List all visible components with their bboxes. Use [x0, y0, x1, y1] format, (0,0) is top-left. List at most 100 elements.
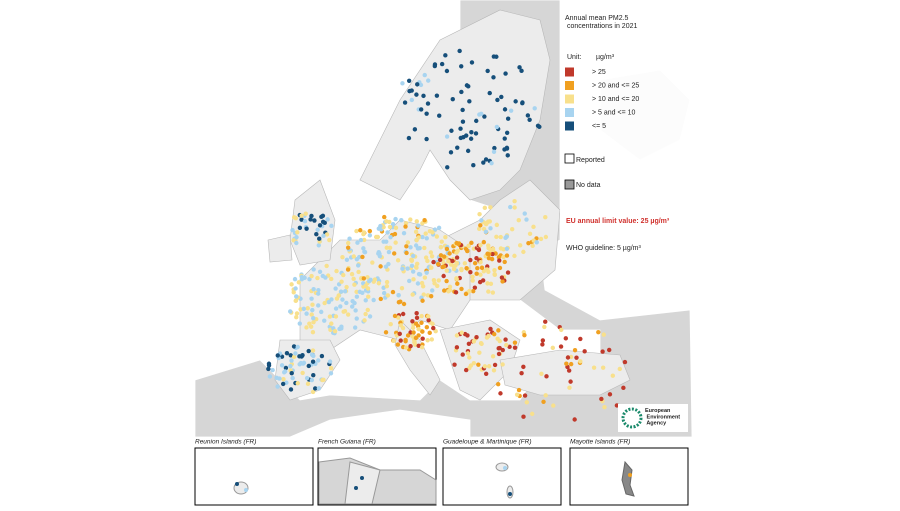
station-dot [446, 259, 451, 264]
station-dot [433, 328, 438, 334]
station-dot [454, 240, 459, 246]
station-dot [467, 355, 472, 360]
station-dot [294, 235, 299, 240]
station-dot [381, 285, 386, 290]
station-dot [436, 225, 442, 231]
station-dot [300, 353, 305, 358]
station-dot [266, 363, 272, 368]
station-dot [600, 349, 605, 354]
station-dot [421, 93, 426, 99]
station-dot [444, 278, 449, 284]
station-dot [459, 286, 464, 292]
station-dot [513, 99, 518, 104]
station-dot [477, 226, 482, 232]
station-dot [527, 117, 532, 123]
station-dot [408, 343, 413, 349]
station-dots [266, 48, 628, 422]
station-dot [396, 300, 402, 305]
station-dot [400, 325, 406, 331]
station-dot [416, 235, 421, 240]
station-dot [505, 153, 510, 158]
inset-title: Guadeloupe & Martinique (FR) [443, 439, 532, 446]
station-dot [324, 263, 329, 269]
station-dot [327, 314, 333, 319]
station-dot [479, 218, 484, 223]
station-dot [410, 269, 416, 274]
station-dot [345, 312, 351, 317]
station-dot [434, 93, 440, 98]
station-dot [454, 276, 459, 281]
station-dot [410, 292, 415, 297]
station-dot [455, 145, 460, 150]
station-dot [306, 348, 311, 354]
station-dot [329, 297, 334, 302]
station-dot [543, 234, 549, 240]
station-dot [393, 240, 398, 245]
station-dot [411, 253, 416, 259]
station-dot [309, 296, 314, 301]
station-dot [415, 82, 420, 87]
station-dot [422, 218, 427, 223]
station-dot [405, 266, 410, 271]
station-dot [503, 466, 507, 470]
station-dot [460, 119, 466, 124]
station-dot [445, 165, 450, 170]
station-dot [346, 240, 351, 246]
station-dot [312, 218, 317, 223]
station-dot [438, 244, 444, 250]
station-dot [497, 338, 502, 344]
station-dot [384, 284, 390, 289]
station-dot [354, 228, 359, 234]
station-dot [345, 267, 351, 272]
station-dot [483, 229, 489, 235]
station-dot [333, 306, 339, 311]
station-dot [420, 336, 425, 341]
station-dot [413, 321, 419, 326]
station-dot [427, 229, 433, 234]
station-dot [310, 359, 316, 364]
station-dot [303, 211, 308, 216]
station-dot [360, 254, 365, 260]
station-dot [314, 232, 319, 237]
inset-frame [442, 447, 562, 506]
station-dot [492, 145, 497, 151]
station-dot [507, 344, 512, 350]
station-dot [399, 217, 404, 223]
station-dot [520, 101, 525, 106]
station-dot [565, 355, 571, 360]
station-dot [441, 264, 447, 269]
station-dot [333, 314, 339, 319]
station-dot [363, 298, 368, 303]
station-dot [403, 345, 409, 350]
station-dot [377, 253, 383, 259]
station-dot [322, 300, 327, 306]
station-dot [434, 234, 440, 239]
station-dot [310, 307, 315, 313]
station-dot [543, 319, 548, 324]
station-dot [516, 217, 521, 223]
station-dot [407, 278, 412, 284]
station-dot [342, 289, 348, 294]
station-dot [299, 217, 304, 222]
station-dot [289, 282, 294, 287]
station-dot [431, 325, 436, 331]
legend-label: > 10 and <= 20 [592, 96, 639, 103]
station-dot [270, 367, 275, 373]
station-dot [368, 277, 373, 283]
station-dot [289, 358, 294, 363]
station-dot [451, 266, 457, 272]
station-dot [479, 111, 484, 117]
station-dot [439, 239, 444, 244]
station-dot [466, 243, 471, 249]
station-dot [275, 353, 280, 358]
station-dot [578, 336, 583, 342]
station-dot [395, 258, 401, 263]
station-dot [309, 377, 315, 383]
station-dot [299, 274, 305, 280]
station-dot [347, 236, 352, 241]
station-dot [301, 360, 307, 366]
station-dot [463, 367, 469, 373]
station-dot [453, 290, 459, 295]
station-dot [478, 242, 483, 248]
station-dot [572, 347, 578, 353]
